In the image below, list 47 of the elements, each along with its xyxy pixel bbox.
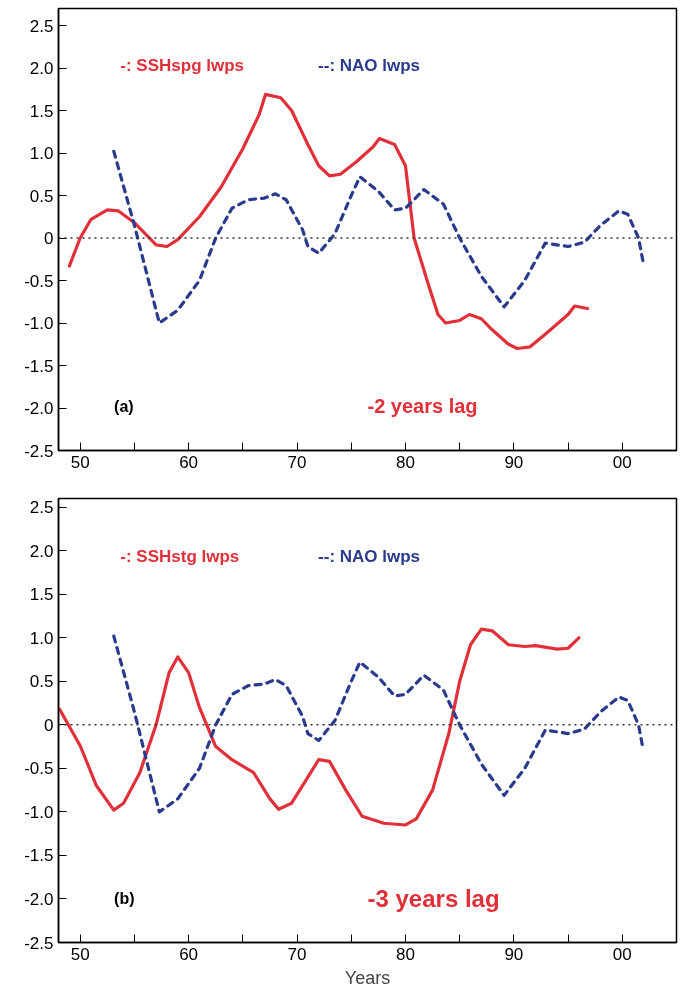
annotation: (b) — [114, 889, 135, 907]
y-tick-label: 1.0 — [29, 144, 54, 163]
line-series — [67, 92, 590, 351]
x-tick-label: 70 — [287, 944, 307, 964]
y-tick-label: 0 — [44, 229, 54, 248]
y-tick-label: -2.0 — [24, 889, 54, 909]
text: -: SSHstg lwps — [120, 546, 240, 566]
x-tick-label: 70 — [287, 452, 307, 472]
y-tick-label: -1.0 — [24, 802, 54, 822]
x-tick-label: 80 — [395, 452, 415, 472]
line-series — [58, 627, 581, 827]
y-tick-label: 2.5 — [29, 16, 54, 36]
x-tick-label: 90 — [504, 944, 524, 964]
y-tick-label: -2.0 — [24, 399, 54, 418]
line-series — [112, 634, 645, 814]
y-tick-label: 0.5 — [29, 672, 54, 692]
y-tick-label: 2.0 — [29, 541, 54, 561]
x-tick-label: 00 — [612, 944, 632, 964]
series-label: -: SSHspg lwps — [120, 56, 245, 76]
annotation: (a) — [114, 397, 134, 415]
y-tick-label: -0.5 — [24, 759, 54, 779]
x-axis-title: Years — [344, 967, 391, 988]
x-tick-label: 50 — [70, 944, 90, 964]
y-tick-label: -0.5 — [24, 271, 54, 291]
text: --: NAO lwps — [318, 56, 421, 76]
annotation: -2 years lag — [367, 395, 478, 418]
y-tick-label: -2.5 — [24, 441, 54, 461]
y-tick-label: 1.0 — [29, 628, 54, 648]
y-tick-label: -1.0 — [24, 314, 54, 333]
annotation: -3 years lag — [367, 884, 500, 912]
y-tick-label: -2.5 — [24, 933, 54, 953]
x-tick-label: 50 — [70, 452, 90, 472]
y-tick-label: 2.0 — [29, 59, 54, 78]
x-tick-label: 60 — [179, 944, 199, 964]
x-tick-label: 60 — [179, 452, 199, 472]
y-tick-label: -1.5 — [24, 846, 54, 866]
text: --: NAO lwps — [318, 546, 421, 566]
y-tick-label: 0.5 — [29, 186, 54, 206]
y-tick-label: 0 — [44, 715, 54, 735]
y-tick-label: 2.5 — [29, 498, 54, 518]
line-series — [112, 149, 645, 325]
y-tick-label: 1.5 — [29, 101, 54, 121]
x-tick-label: 00 — [612, 452, 632, 472]
y-tick-label: -1.5 — [24, 356, 54, 376]
x-tick-label: 90 — [504, 452, 524, 472]
x-tick-label: 80 — [395, 944, 415, 964]
y-tick-label: 1.5 — [29, 585, 54, 605]
